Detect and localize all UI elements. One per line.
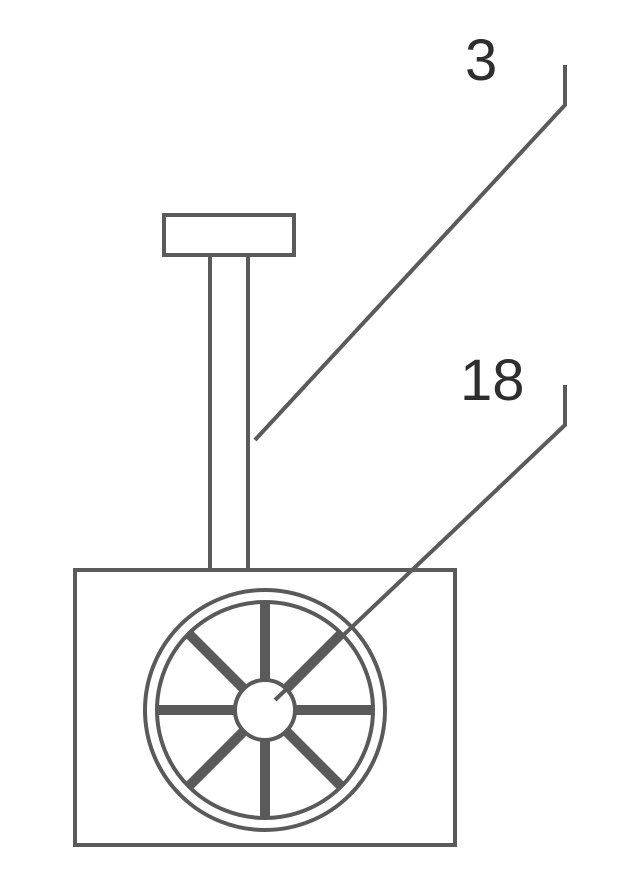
label-label18: 18 bbox=[460, 348, 525, 413]
label-label3: 3 bbox=[465, 28, 497, 93]
handle-cap bbox=[164, 215, 294, 255]
diagram-canvas: 3 18 bbox=[0, 0, 634, 884]
handle-post bbox=[210, 255, 248, 570]
